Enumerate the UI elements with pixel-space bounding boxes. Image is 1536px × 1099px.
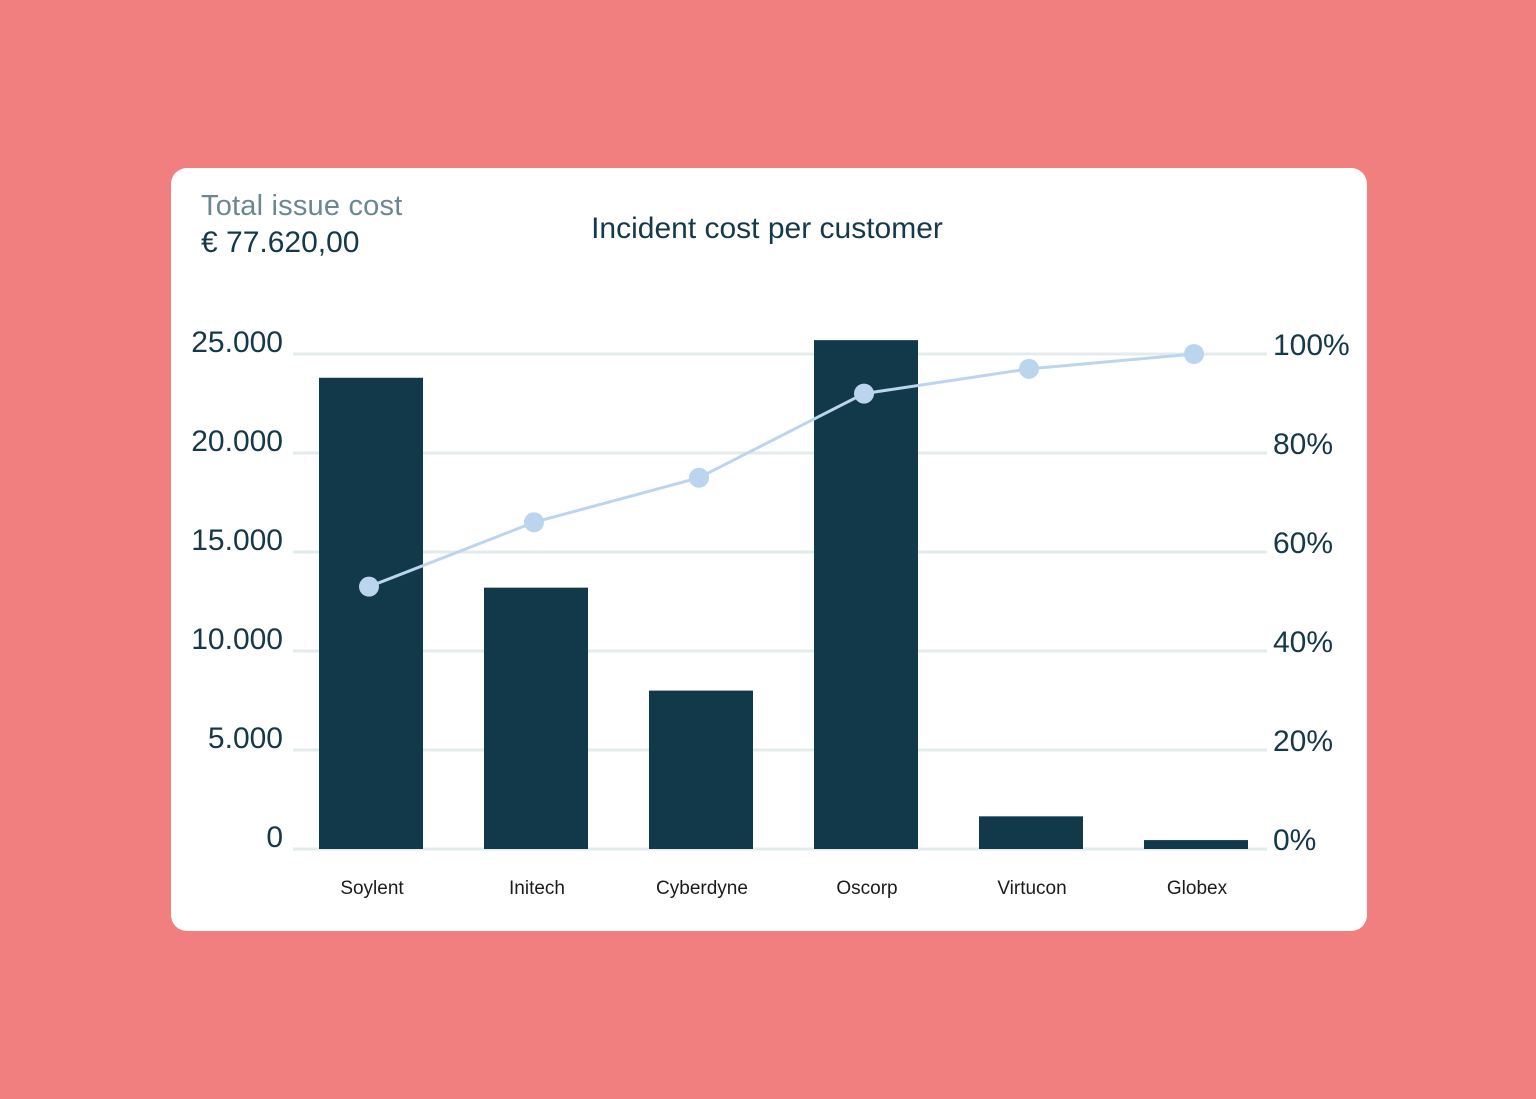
y-right-tick-label: 0% — [1273, 824, 1316, 857]
line-point-globex[interactable] — [1184, 344, 1204, 364]
bar-initech[interactable] — [484, 587, 588, 849]
total-cost-value: € 77.620,00 — [201, 226, 360, 259]
total-cost-label: Total issue cost — [201, 190, 403, 222]
bar-soylent[interactable] — [319, 377, 423, 849]
line-point-oscorp[interactable] — [854, 383, 874, 404]
y-left-tick-label: 5.000 — [208, 722, 283, 755]
x-tick-label: Initech — [509, 878, 565, 899]
y-right-tick-label: 60% — [1273, 527, 1333, 560]
bar-globex[interactable] — [1144, 840, 1248, 849]
bar-virtucon[interactable] — [979, 816, 1083, 849]
pareto-chart: 0 5.000 10.000 15.000 20.000 25.000 0% 20% 40% 6… — [191, 326, 1350, 899]
y-right-tick-label: 20% — [1273, 725, 1333, 758]
x-tick-label: Virtucon — [997, 878, 1066, 899]
chart-title: Incident cost per customer — [591, 212, 943, 245]
x-tick-label: Oscorp — [836, 878, 897, 899]
cumulative-line — [368, 352, 1195, 589]
y-right-tick-label: 40% — [1273, 626, 1333, 659]
y-left-tick-label: 25.000 — [191, 326, 283, 359]
x-tick-label: Cyberdyne — [656, 878, 748, 899]
y-left-tick-label: 0 — [266, 821, 283, 854]
bar-oscorp[interactable] — [814, 340, 918, 849]
x-tick-label: Soylent — [340, 878, 404, 899]
y-left-tick-label: 15.000 — [191, 524, 283, 557]
y-left-tick-label: 20.000 — [191, 425, 283, 458]
y-axis-right: 0% 20% 40% 60% 80% 100% — [1273, 329, 1350, 857]
line-point-virtucon[interactable] — [1019, 358, 1039, 379]
bar-series — [319, 340, 1248, 849]
y-axis-left: 0 5.000 10.000 15.000 20.000 25.000 — [191, 326, 283, 854]
cumulative-line-series — [359, 344, 1204, 597]
line-point-cyberdyne[interactable] — [689, 467, 709, 488]
line-point-initech[interactable] — [524, 512, 544, 533]
y-left-tick-label: 10.000 — [191, 623, 283, 656]
y-right-tick-label: 80% — [1273, 428, 1333, 461]
bar-cyberdyne[interactable] — [649, 690, 753, 849]
line-point-soylent[interactable] — [359, 576, 379, 597]
x-axis: Soylent Initech Cyberdyne Oscorp Virtucon Glo… — [340, 878, 1227, 899]
chart-card: Total issue cost € 77.620,00 Incident co… — [171, 168, 1367, 931]
gridlines — [293, 352, 1267, 851]
y-right-tick-label: 100% — [1273, 329, 1350, 362]
x-tick-label: Globex — [1167, 878, 1228, 899]
